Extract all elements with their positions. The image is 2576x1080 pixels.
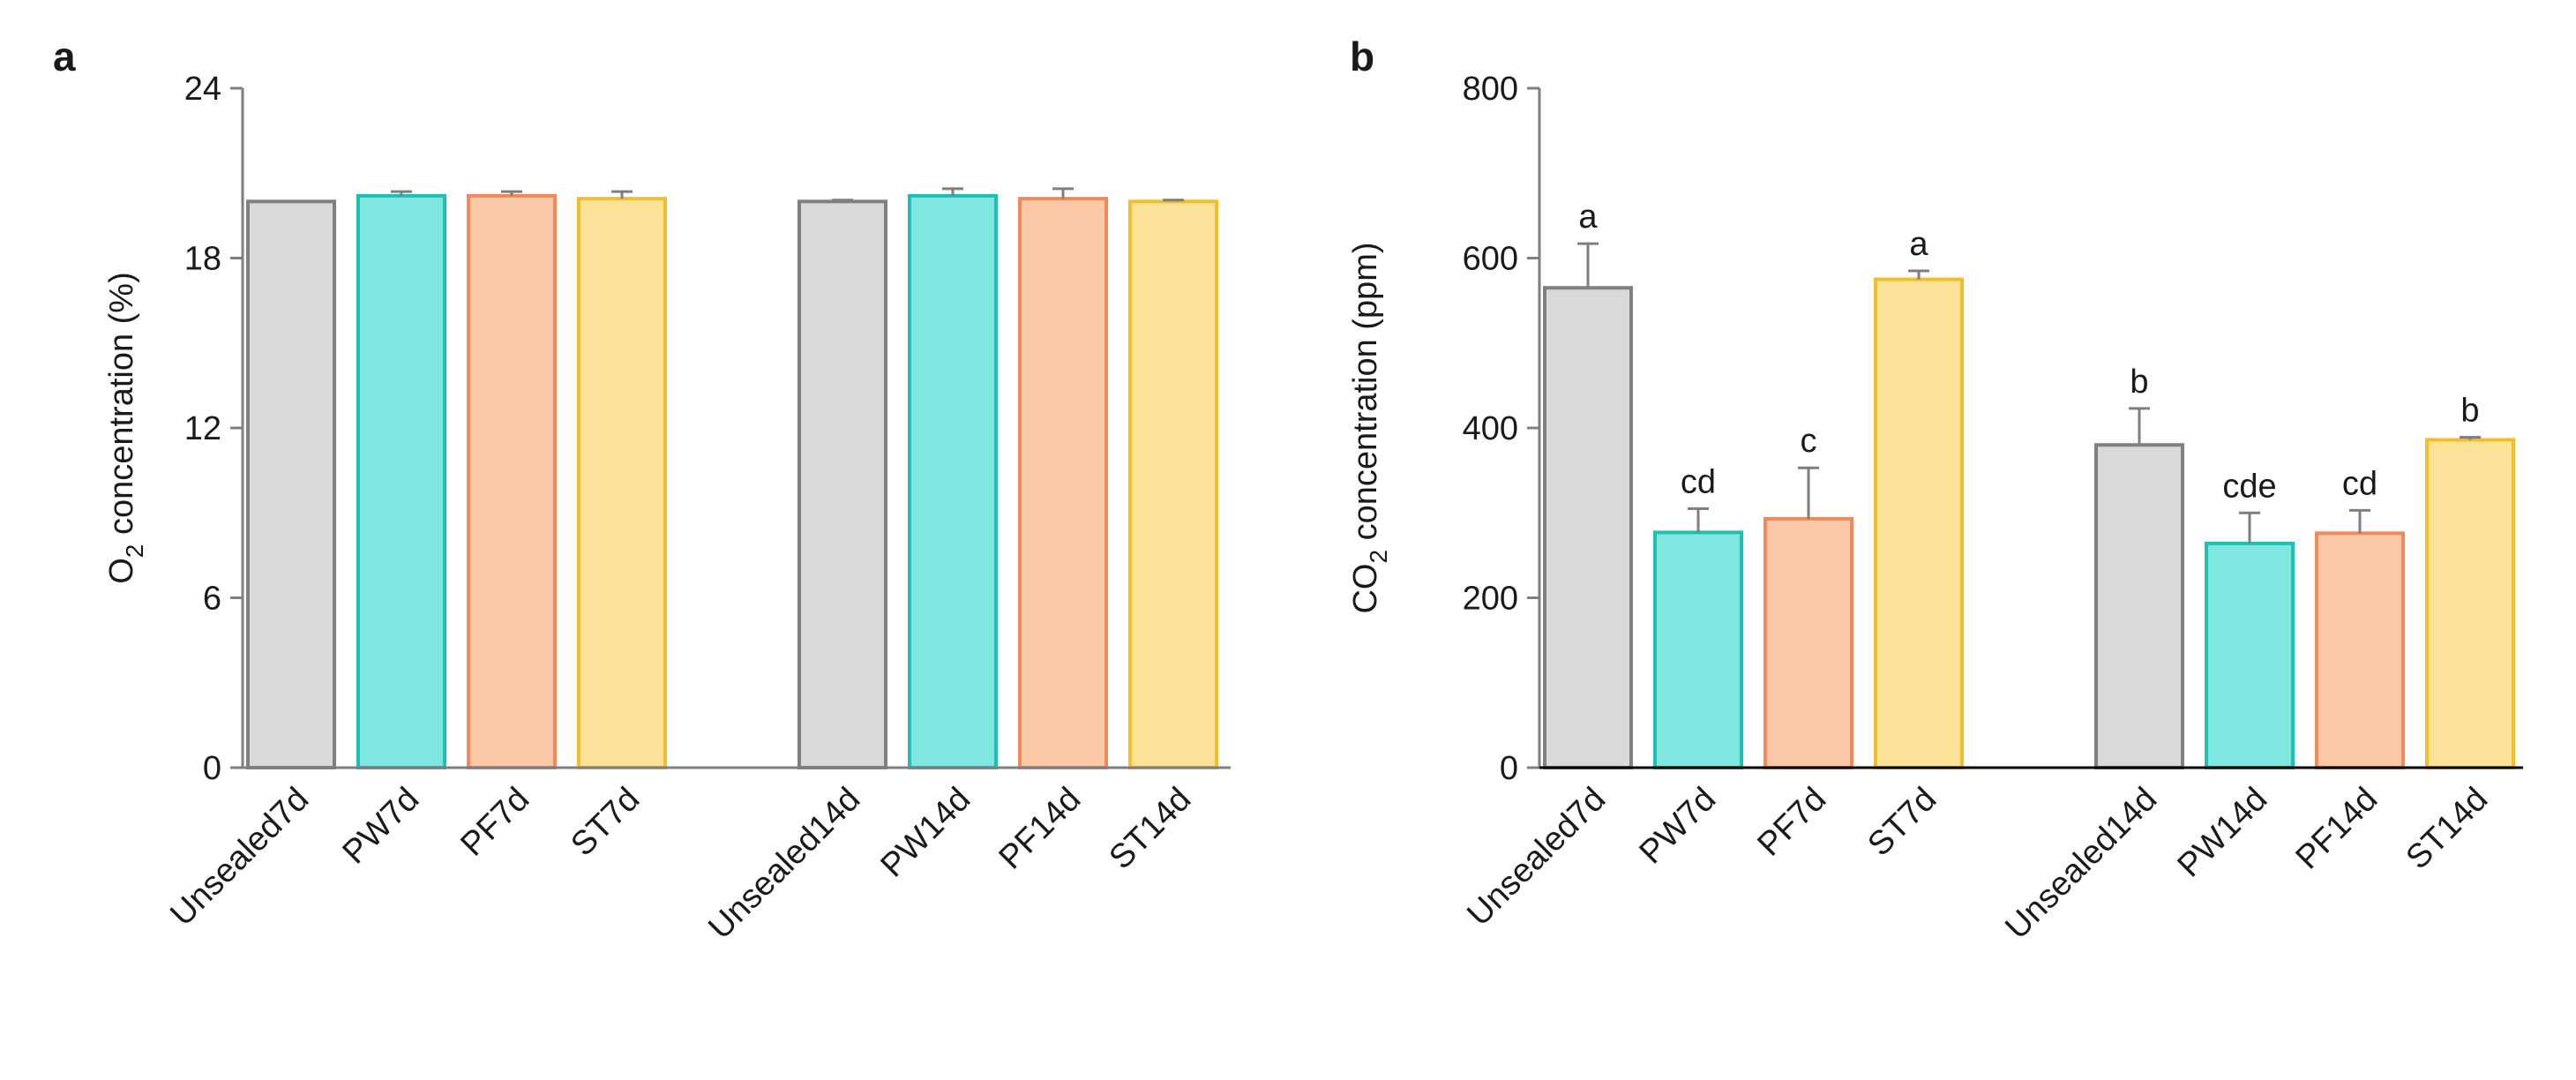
y-tick-label: 800 xyxy=(1463,71,1518,108)
x-tick-label: Unsealed7d xyxy=(163,781,316,934)
panel-b: b CO2 concentration (ppm) 0 200 400 600 800 a… xyxy=(1288,0,2576,1076)
y-tick-label: 24 xyxy=(184,71,221,108)
bar-Unsealed14d xyxy=(798,199,887,770)
bar-PF14d xyxy=(2315,531,2405,769)
y-tick-label: 400 xyxy=(1463,410,1518,447)
x-tick-label: PW7d xyxy=(335,781,426,872)
bar-ST14d xyxy=(1128,199,1218,770)
x-tick-label: Unsealed14d xyxy=(701,781,867,947)
x-tick-label: PW7d xyxy=(1632,781,1723,872)
x-tick-label: ST7d xyxy=(564,781,647,864)
significance-label: c xyxy=(1801,423,1817,460)
x-tick-label: PF7d xyxy=(1750,781,1833,864)
x-tick-label: ST14d xyxy=(2399,781,2495,877)
bar-Unsealed7d xyxy=(246,199,336,770)
significance-label: cd xyxy=(1681,463,1716,500)
bar-PW7d xyxy=(356,193,446,769)
x-tick-label: ST14d xyxy=(1102,781,1198,877)
x-tick-label: PF14d xyxy=(2288,781,2385,877)
chart-a: a O2 concentration (%) 0 6 12 18 24 Unsealed7… xyxy=(53,34,1231,947)
y-tick-label: 6 xyxy=(203,581,221,618)
x-tick-label: Unsealed14d xyxy=(1998,781,2164,947)
panel-a: a O2 concentration (%) 0 6 12 18 24 Unsealed7… xyxy=(0,0,1288,1076)
y-tick-label: 18 xyxy=(184,241,221,278)
bar-Unsealed7d xyxy=(1543,286,1633,769)
x-tick-label: PF14d xyxy=(992,781,1088,877)
bar-ST14d xyxy=(2425,438,2515,769)
chart-b: b CO2 concentration (ppm) 0 200 400 600 800 a… xyxy=(1347,34,2523,947)
significance-label: a xyxy=(1909,226,1928,263)
significance-label: cd xyxy=(2342,465,2378,502)
significance-label: a xyxy=(1578,199,1598,236)
bar-PW14d xyxy=(908,193,998,769)
x-tick-label: Unsealed7d xyxy=(1460,781,1613,934)
panel-label: b xyxy=(1350,34,1374,79)
bar-PF7d xyxy=(1764,516,1853,769)
y-tick-label: 200 xyxy=(1463,581,1518,618)
y-tick-label: 12 xyxy=(184,410,221,447)
y-tick-label: 0 xyxy=(203,750,221,787)
bar-ST7d xyxy=(1874,277,1964,769)
x-tick-label: PW14d xyxy=(874,781,978,885)
bar-ST7d xyxy=(577,197,667,769)
bar-PW14d xyxy=(2205,541,2295,770)
y-tick-label: 600 xyxy=(1463,241,1518,278)
y-axis-label: CO2 concentration (ppm) xyxy=(1347,242,1392,613)
x-tick-label: PF7d xyxy=(453,781,536,864)
significance-label: cde xyxy=(2222,468,2276,505)
significance-label: b xyxy=(2130,364,2148,401)
x-tick-label: ST7d xyxy=(1861,781,1943,864)
y-axis-label: O2 concentration (%) xyxy=(103,272,148,584)
panel-label: a xyxy=(53,34,76,79)
x-tick-label: PW14d xyxy=(2171,781,2275,885)
y-tick-label: 0 xyxy=(1500,750,1518,787)
bar-Unsealed14d xyxy=(2094,443,2184,769)
bar-PF14d xyxy=(1018,197,1108,769)
significance-label: b xyxy=(2460,393,2479,430)
bar-PF7d xyxy=(467,193,557,769)
bar-PW7d xyxy=(1653,530,1743,769)
